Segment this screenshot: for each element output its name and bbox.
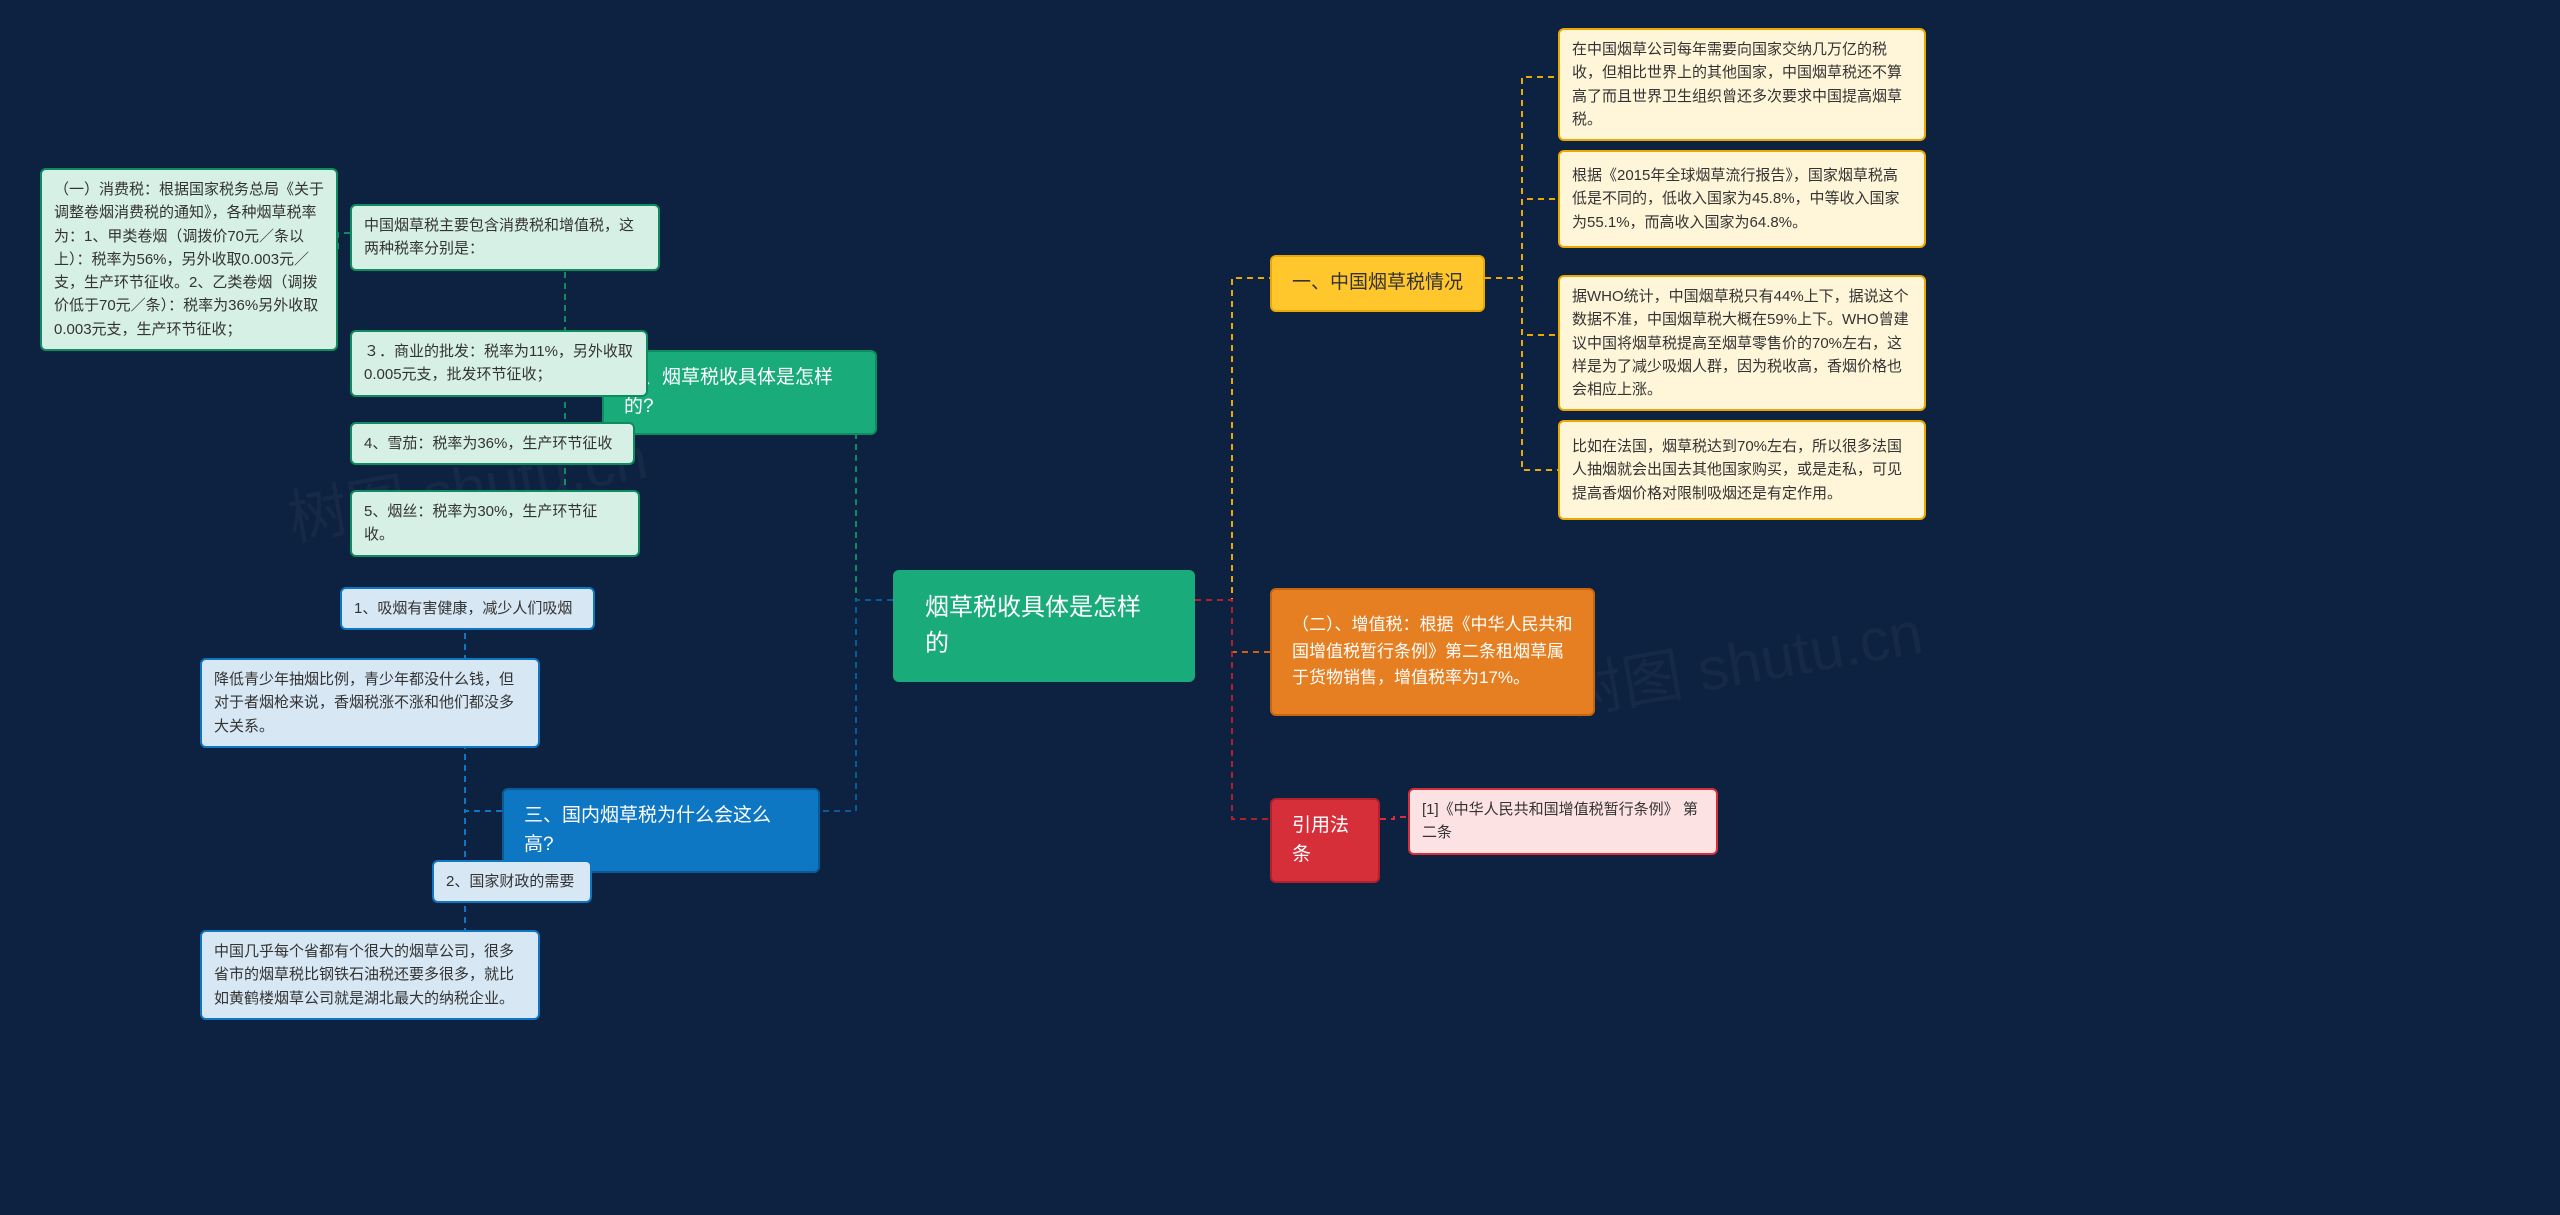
branch-1-child-1: 根据《2015年全球烟草流行报告》，国家烟草税高低是不同的，低收入国家为45.8… bbox=[1558, 150, 1926, 248]
center-topic: 烟草税收具体是怎样的 bbox=[893, 570, 1195, 682]
branch-1-child-3: 比如在法国，烟草税达到70%左右，所以很多法国人抽烟就会出国去其他国家购买，或是… bbox=[1558, 420, 1926, 520]
branch-4-title: （二）、增值税：根据《中华人民共和国增值税暂行条例》第二条租烟草属于货物销售，增… bbox=[1270, 588, 1595, 716]
branch-2-child-2: 4、雪茄：税率为36%，生产环节征收 bbox=[350, 422, 635, 465]
branch-2-child-0-sub: （一）消费税：根据国家税务总局《关于调整卷烟消费税的通知》，各种烟草税率为：1、… bbox=[40, 168, 338, 351]
branch-2-child-1: ３．商业的批发：税率为11%，另外收取0.005元支，批发环节征收； bbox=[350, 330, 648, 397]
branch-3-child-0: 1、吸烟有害健康，减少人们吸烟 bbox=[340, 587, 595, 630]
branch-1-title: 一、中国烟草税情况 bbox=[1270, 255, 1485, 312]
branch-2-child-3: 5、烟丝：税率为30%，生产环节征收。 bbox=[350, 490, 640, 557]
watermark: 树图 shutu.cn bbox=[1555, 584, 1928, 733]
branch-3-child-3: 中国几乎每个省都有个很大的烟草公司，很多省市的烟草税比钢铁石油税还要多很多，就比… bbox=[200, 930, 540, 1020]
branch-5-child-0: [1]《中华人民共和国增值税暂行条例》 第二条 bbox=[1408, 788, 1718, 855]
branch-2-child-0: 中国烟草税主要包含消费税和增值税，这两种税率分别是： bbox=[350, 204, 660, 271]
branch-3-child-1: 降低青少年抽烟比例，青少年都没什么钱，但对于者烟枪来说，香烟税涨不涨和他们都没多… bbox=[200, 658, 540, 748]
branch-1-child-0: 在中国烟草公司每年需要向国家交纳几万亿的税收，但相比世界上的其他国家，中国烟草税… bbox=[1558, 28, 1926, 141]
branch-3-child-2: 2、国家财政的需要 bbox=[432, 860, 592, 903]
branch-5-title: 引用法条 bbox=[1270, 798, 1380, 883]
branch-1-child-2: 据WHO统计，中国烟草税只有44%上下，据说这个数据不准，中国烟草税大概在59%… bbox=[1558, 275, 1926, 411]
